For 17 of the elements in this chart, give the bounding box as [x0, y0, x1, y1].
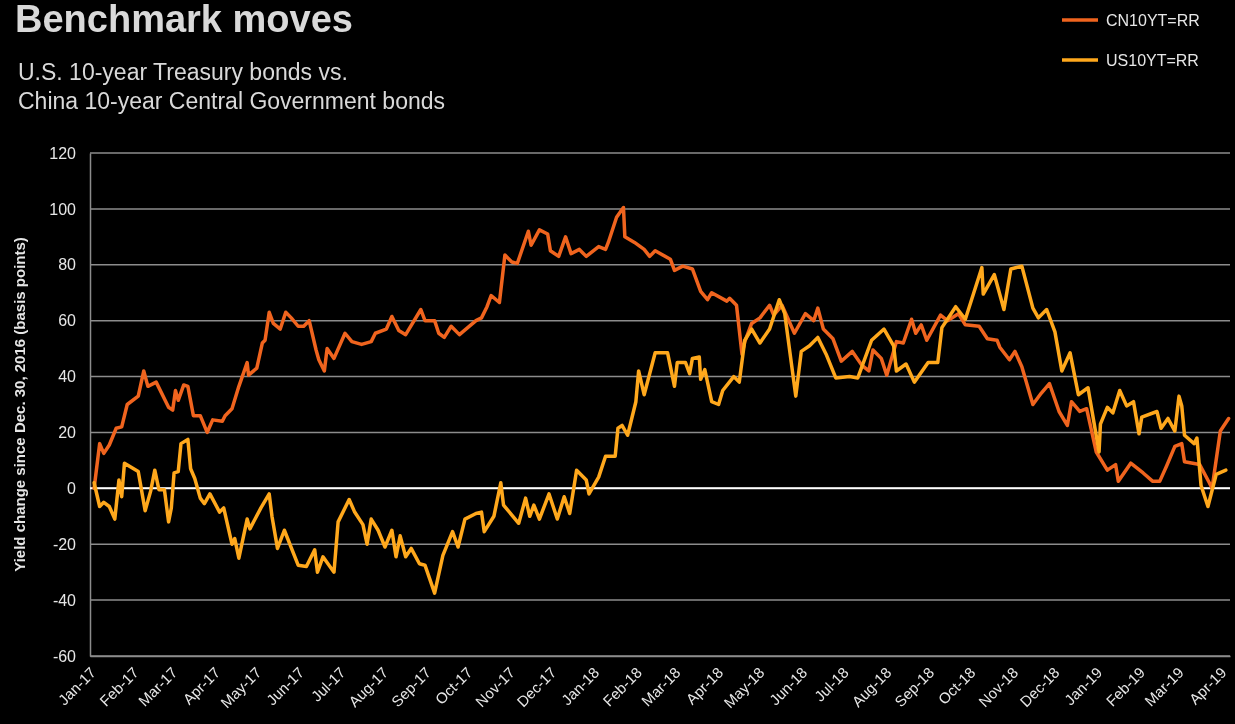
y-tick-label: 120: [49, 144, 77, 162]
y-tick-label: 80: [58, 256, 77, 274]
legend-label: CN10YT=RR: [1106, 11, 1200, 29]
y-axis-title: Yield change since Dec. 30, 2016 (basis points): [11, 237, 28, 572]
y-tick-label: 40: [58, 368, 77, 386]
line-series: [92, 264, 1228, 595]
y-tick-label: 20: [58, 424, 77, 442]
chart-title: Benchmark moves: [15, 0, 353, 40]
y-tick-label: 0: [67, 479, 77, 497]
y-tick-label: -20: [52, 535, 77, 553]
y-tick-label: 100: [49, 200, 77, 218]
legend-label: US10YT=RR: [1106, 51, 1199, 69]
chart-subtitle: U.S. 10-year Treasury bonds vs. China 10-year Central Government bonds: [18, 59, 446, 114]
line-series: [92, 205, 1231, 491]
y-tick-label: 60: [58, 312, 77, 330]
y-tick-label: -40: [52, 591, 77, 609]
y-tick-label: -60: [52, 647, 77, 665]
